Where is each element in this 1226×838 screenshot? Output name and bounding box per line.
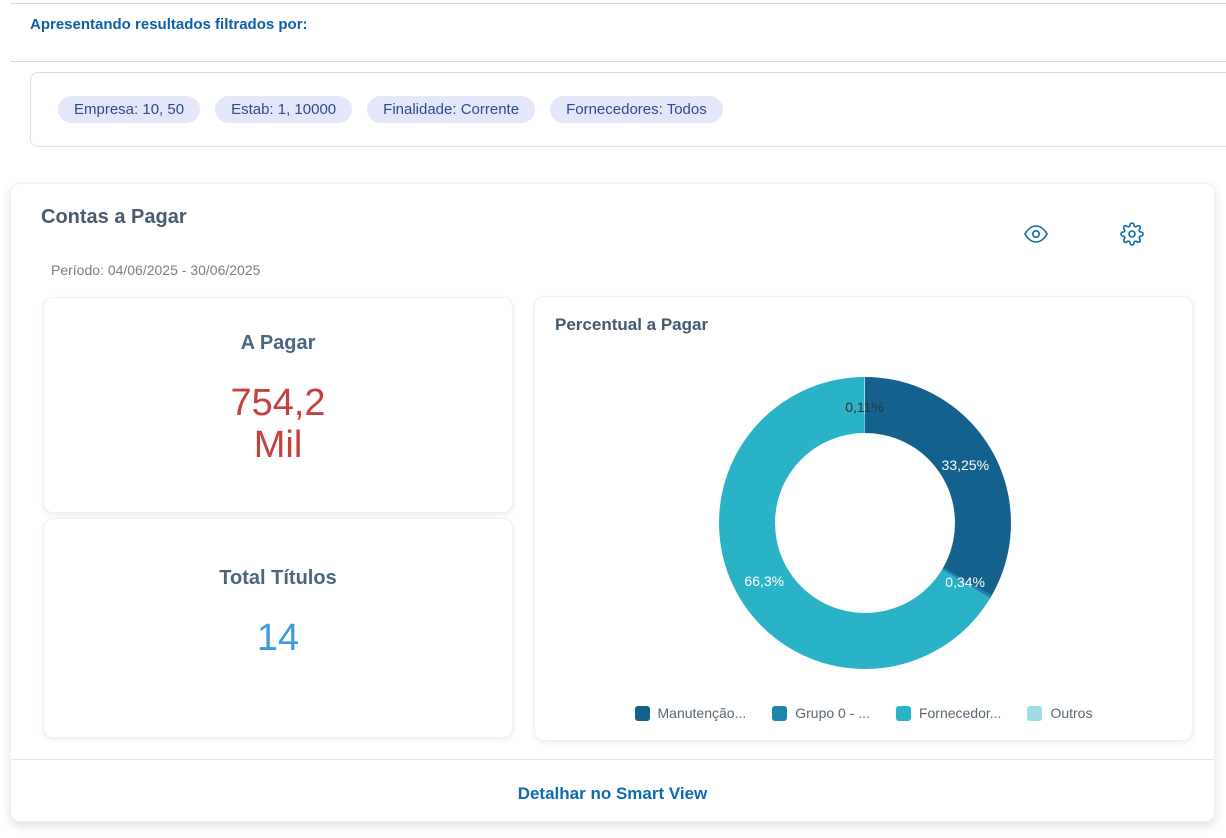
kpi-a-pagar: A Pagar 754,2 Mil	[43, 297, 513, 513]
kpi-title: A Pagar	[240, 332, 316, 354]
legend-swatch-icon	[1027, 705, 1043, 721]
footer-divider	[11, 759, 1214, 760]
legend-label: Outros	[1050, 705, 1093, 721]
legend-label: Fornecedor...	[918, 705, 1002, 721]
period-label: Período: 04/06/2025 - 30/06/2025	[51, 262, 261, 278]
gear-icon[interactable]	[1120, 222, 1144, 246]
legend-swatch-icon	[634, 705, 650, 721]
legend-swatch-icon	[772, 705, 788, 721]
legend-label: Grupo 0 - ...	[795, 705, 870, 721]
contas-a-pagar-card: Contas a Pagar Período: 04/06/2025 - 30/…	[10, 183, 1215, 822]
filter-chip[interactable]: Estab: 1, 10000	[215, 96, 353, 123]
top-divider	[10, 3, 1226, 4]
filter-results-header: Apresentando resultados filtrados por:	[30, 16, 308, 33]
legend-item[interactable]: Grupo 0 - ...	[772, 705, 870, 721]
kpi-value: 754,2 Mil	[230, 382, 326, 466]
legend-item[interactable]: Fornecedor...	[895, 705, 1002, 721]
donut-wrap: 33,25% 0,34% 66,3% 0,11%	[719, 377, 1011, 669]
percentual-a-pagar-chart-card: Percentual a Pagar 33,25% 0,34% 66,3% 0,11%…	[534, 296, 1193, 741]
legend-item[interactable]: Manutenção...	[634, 705, 747, 721]
section-divider	[10, 61, 1226, 62]
filter-chip[interactable]: Fornecedores: Todos	[550, 96, 723, 123]
legend-swatch-icon	[895, 705, 911, 721]
donut-slice-label: 33,25%	[941, 456, 990, 473]
chart-legend: Manutenção... Grupo 0 - ... Fornecedor... O…	[535, 705, 1192, 721]
legend-label: Manutenção...	[657, 705, 747, 721]
donut-slice-label: 66,3%	[744, 572, 785, 589]
kpi-value: 14	[256, 617, 300, 659]
legend-item[interactable]: Outros	[1027, 705, 1092, 721]
smart-view-link[interactable]: Detalhar no Smart View	[517, 784, 708, 803]
donut-hole	[775, 433, 955, 613]
filter-chips-panel: Empresa: 10, 50 Estab: 1, 10000 Finalidade…	[30, 72, 1226, 147]
eye-icon[interactable]	[1024, 222, 1048, 246]
donut-slice-label: 0,34%	[945, 573, 985, 590]
donut-slice-label: 0,11%	[845, 399, 884, 415]
filter-chip[interactable]: Empresa: 10, 50	[58, 96, 201, 123]
kpi-total-titulos: Total Títulos 14	[43, 518, 513, 738]
card-title: Contas a Pagar	[41, 206, 187, 228]
chart-title: Percentual a Pagar	[555, 315, 709, 334]
kpi-title: Total Títulos	[219, 567, 337, 589]
filter-chip[interactable]: Finalidade: Corrente	[367, 96, 536, 123]
